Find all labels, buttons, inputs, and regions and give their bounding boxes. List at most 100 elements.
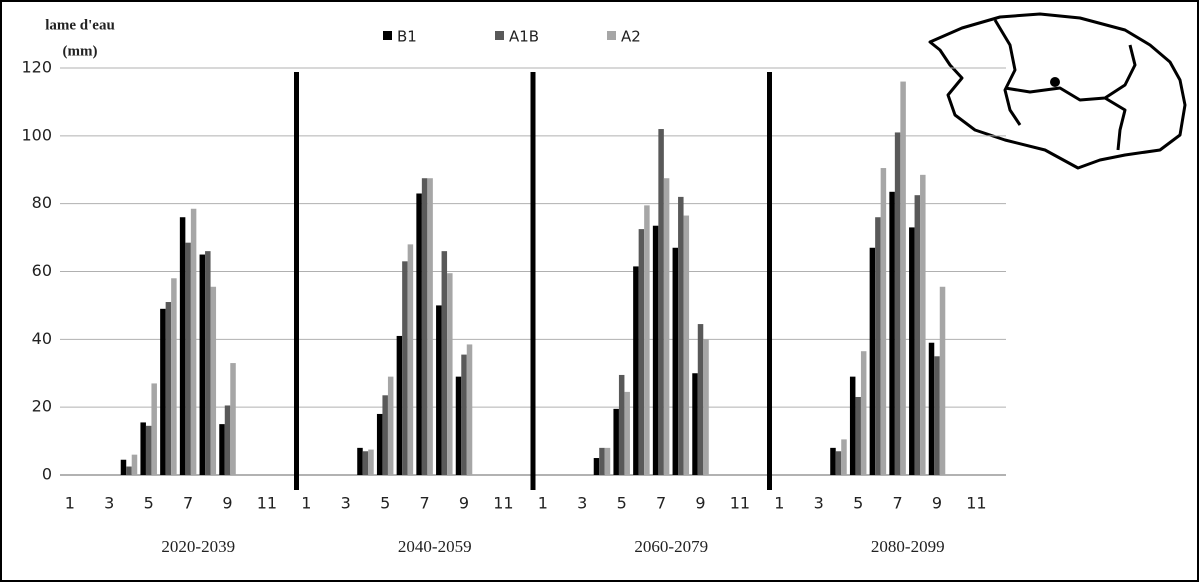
bar xyxy=(382,395,388,475)
group-label: 2040-2059 xyxy=(398,537,472,556)
x-tick-label: 9 xyxy=(932,494,942,513)
bar xyxy=(875,217,881,475)
bar xyxy=(455,376,462,475)
bar xyxy=(593,458,600,475)
x-tick-label: 3 xyxy=(104,494,114,513)
bar xyxy=(402,261,408,475)
bar xyxy=(880,168,887,475)
x-tick-label: 7 xyxy=(656,494,666,513)
bar xyxy=(421,178,428,475)
bar xyxy=(835,451,842,475)
map-outline xyxy=(928,12,1187,170)
x-tick-label: 5 xyxy=(617,494,627,513)
bar xyxy=(638,229,645,475)
bar xyxy=(652,225,659,475)
legend-label: B1 xyxy=(397,28,417,46)
legend-swatch xyxy=(495,31,504,40)
bar xyxy=(396,335,403,475)
inset-map xyxy=(928,12,1187,170)
bar xyxy=(165,302,172,475)
bar xyxy=(151,383,157,475)
x-tick-label: 9 xyxy=(695,494,705,513)
bar xyxy=(939,286,946,475)
bar xyxy=(126,466,132,475)
legend-label: A2 xyxy=(621,28,641,46)
bar xyxy=(368,449,374,475)
x-tick-label: 5 xyxy=(144,494,154,513)
x-tick-label: 5 xyxy=(380,494,390,513)
bar xyxy=(900,81,906,476)
bar xyxy=(199,254,206,475)
y-tick-label: 100 xyxy=(21,125,52,144)
bar xyxy=(703,339,709,475)
bar xyxy=(672,247,679,475)
bar xyxy=(407,244,414,475)
bar xyxy=(171,278,177,475)
bar xyxy=(678,196,684,475)
bar xyxy=(376,413,383,475)
bar xyxy=(855,396,861,475)
bar xyxy=(131,454,138,475)
y-tick-label: 40 xyxy=(32,329,52,348)
x-tick-label: 7 xyxy=(183,494,193,513)
bar xyxy=(869,247,876,475)
bar xyxy=(604,447,611,475)
bar xyxy=(145,425,152,475)
bar xyxy=(230,363,236,475)
bar xyxy=(190,208,197,476)
bar xyxy=(436,305,442,475)
legend-swatch xyxy=(607,31,616,40)
x-tick-label: 11 xyxy=(966,494,986,513)
x-tick-label: 1 xyxy=(301,494,311,513)
bar xyxy=(894,132,901,476)
bar xyxy=(934,356,940,475)
x-tick-label: 1 xyxy=(538,494,548,513)
bar xyxy=(697,324,704,475)
x-tick-label: 1 xyxy=(774,494,784,513)
bar xyxy=(357,447,363,475)
x-tick-label: 11 xyxy=(257,494,277,513)
bar xyxy=(889,191,895,475)
y-tick-label: 0 xyxy=(42,465,52,484)
bar xyxy=(416,193,422,475)
map-border xyxy=(1104,96,1127,151)
map-point xyxy=(1050,77,1060,87)
group-label: 2060-2079 xyxy=(634,537,708,556)
bar xyxy=(120,459,127,475)
x-tick-label: 3 xyxy=(341,494,351,513)
bar xyxy=(461,354,467,475)
bar xyxy=(140,422,146,475)
bar xyxy=(447,273,453,475)
bar xyxy=(914,195,921,475)
y-tick-label: 120 xyxy=(21,58,52,77)
legend-swatch xyxy=(383,31,392,40)
bar xyxy=(441,251,448,475)
x-tick-label: 11 xyxy=(730,494,750,513)
x-tick-label: 7 xyxy=(893,494,903,513)
bar xyxy=(633,266,639,475)
bar xyxy=(860,351,867,475)
x-tick-label: 1 xyxy=(65,494,75,513)
bar xyxy=(909,227,915,475)
bar xyxy=(841,439,847,475)
group-label: 2020-2039 xyxy=(161,537,235,556)
bar xyxy=(618,374,625,475)
y-tick-label: 60 xyxy=(32,261,52,280)
bar xyxy=(219,424,225,475)
x-tick-label: 9 xyxy=(459,494,469,513)
group-label: 2080-2099 xyxy=(871,537,945,556)
bar xyxy=(644,205,650,476)
bar xyxy=(663,178,670,475)
bar xyxy=(210,286,217,475)
bar xyxy=(205,251,211,475)
bar xyxy=(427,178,433,475)
bar xyxy=(683,215,690,475)
bar xyxy=(928,342,935,475)
bar xyxy=(658,129,664,476)
y-tick-label: 20 xyxy=(32,397,52,416)
legend-label: A1B xyxy=(509,28,539,46)
map-border xyxy=(993,19,1022,126)
bar xyxy=(387,376,394,475)
y-tick-label: 80 xyxy=(32,193,52,212)
